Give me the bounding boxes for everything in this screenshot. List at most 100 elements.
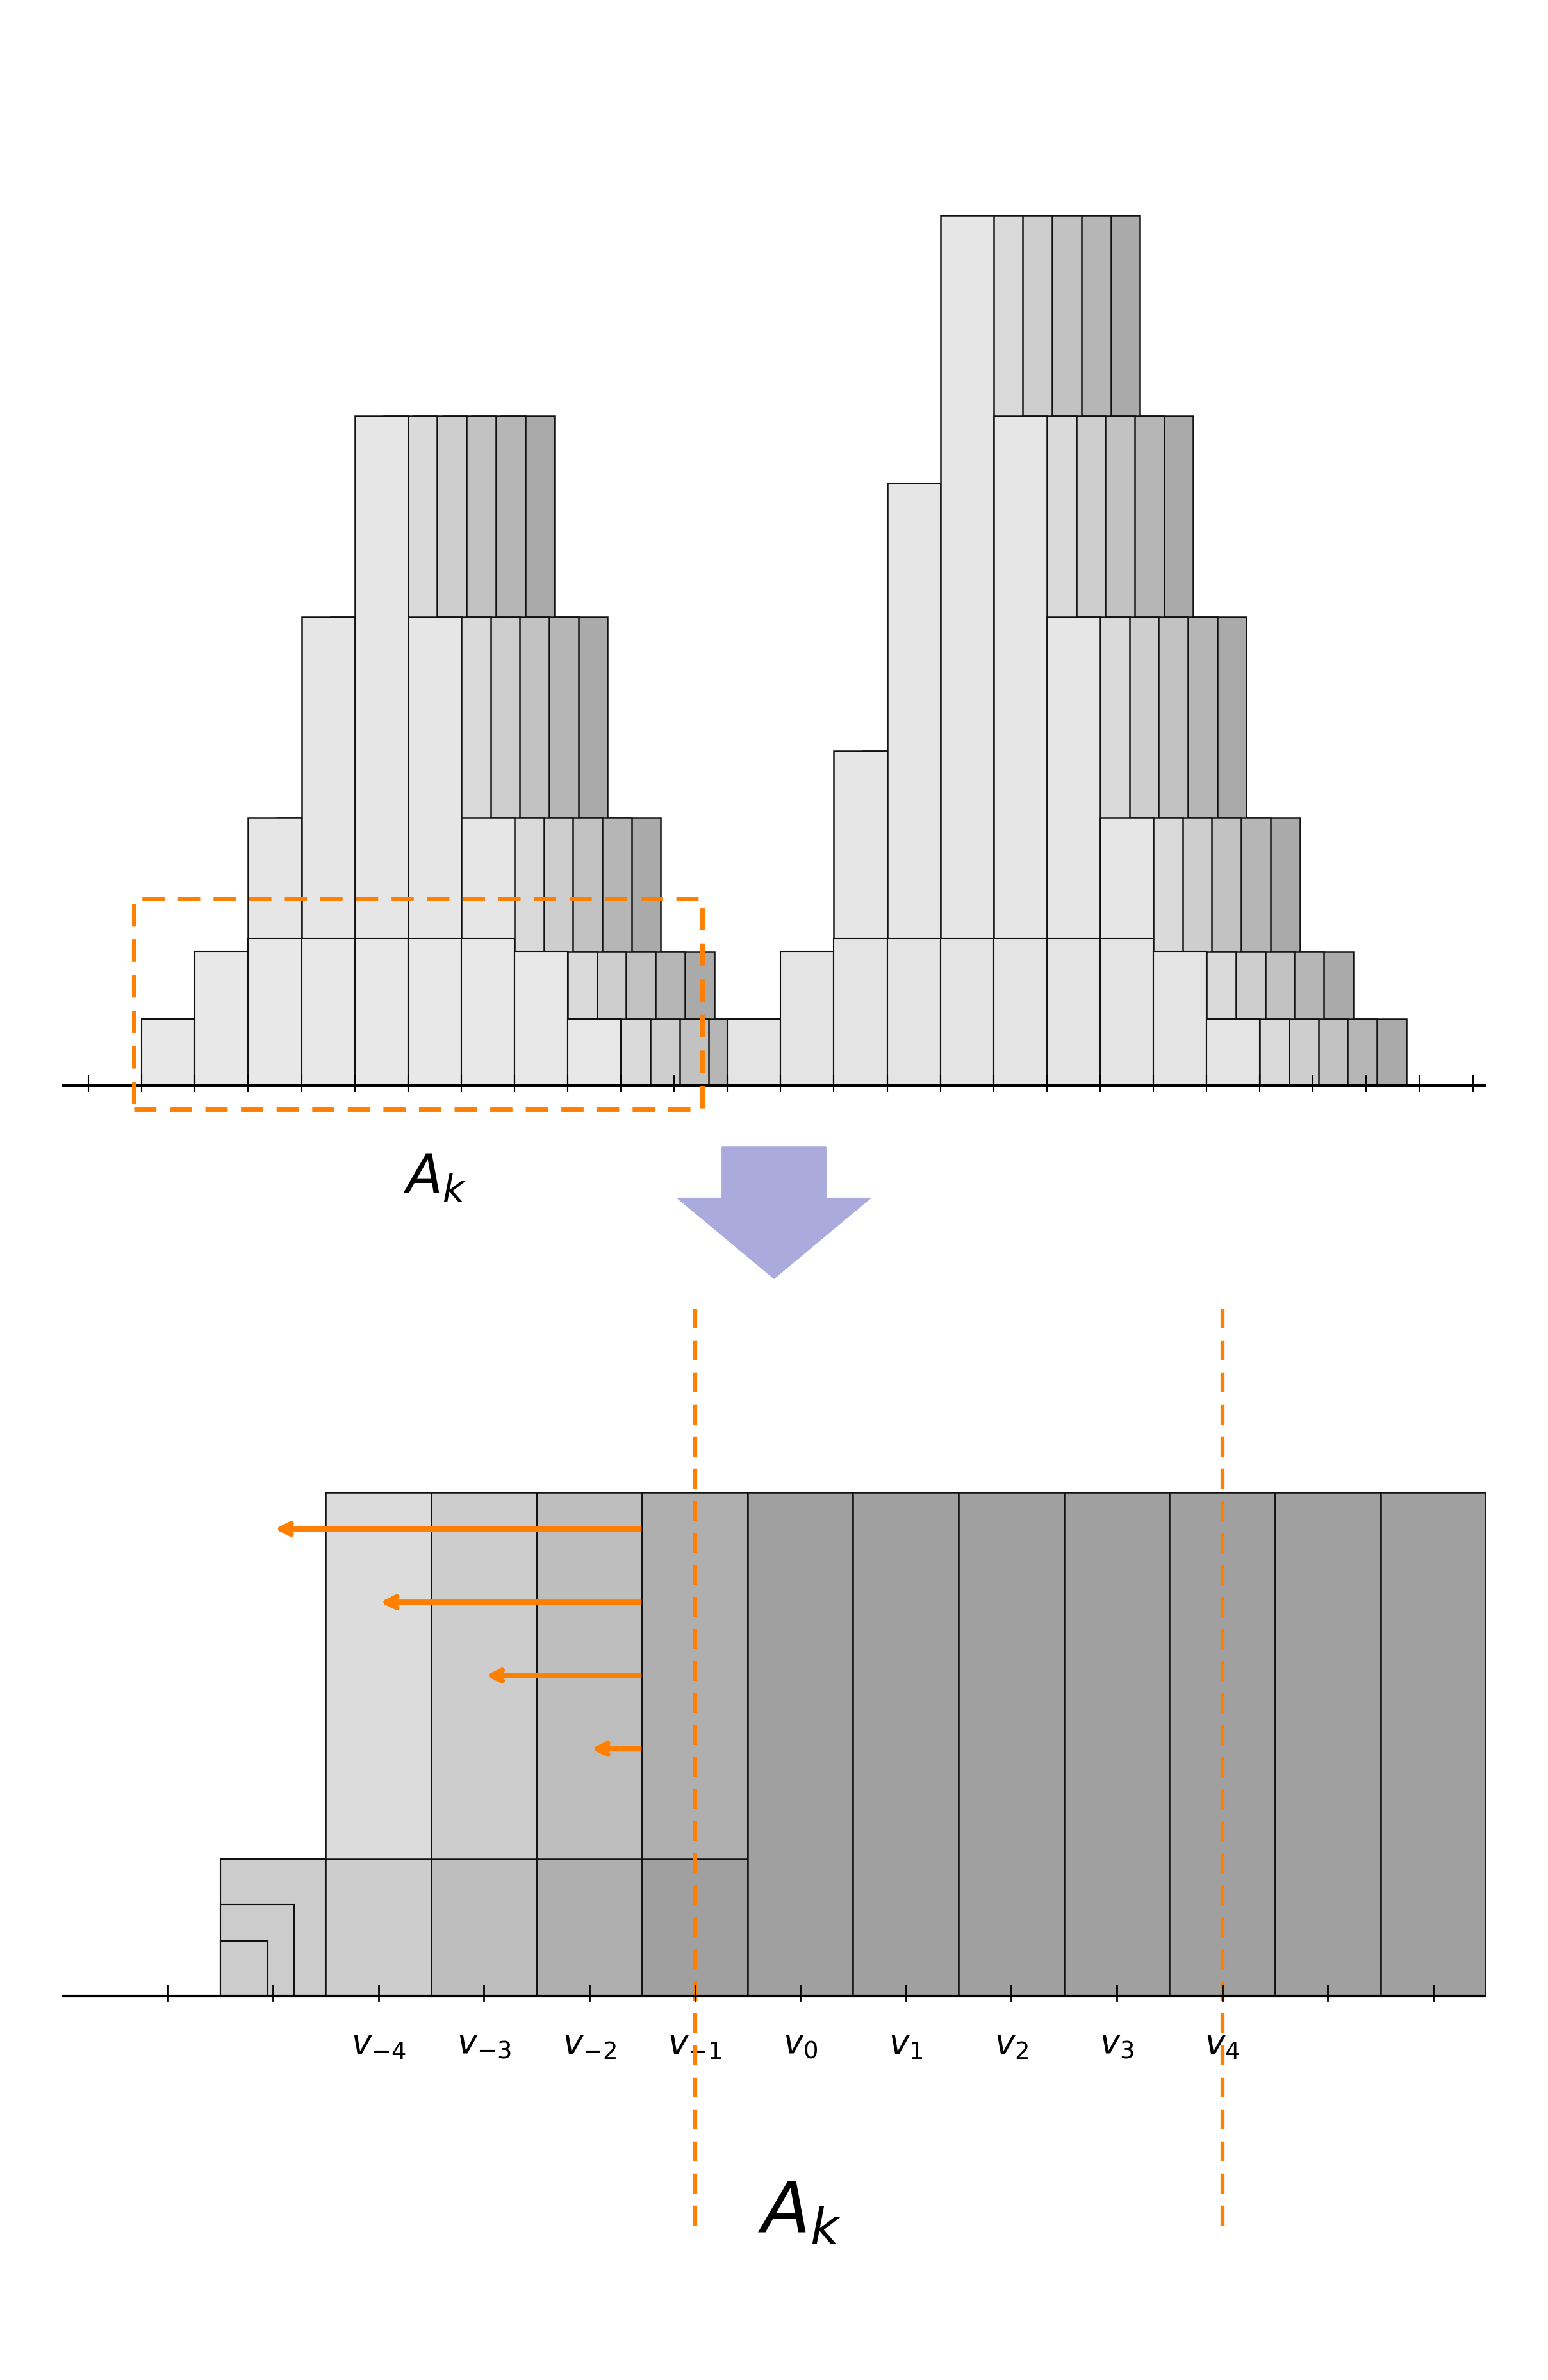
Bar (1271, 952, 1324, 1085)
Bar (1153, 952, 1206, 1085)
Bar (1057, 214, 1111, 1085)
Bar (520, 819, 573, 1085)
Bar (220, 1942, 268, 1997)
Bar (1158, 819, 1212, 1085)
Bar (1265, 1019, 1319, 1085)
Bar (514, 952, 568, 1085)
Bar (958, 1492, 1063, 1997)
Bar (525, 616, 579, 1085)
Bar (834, 752, 887, 1085)
Bar (1063, 1492, 1170, 1997)
Bar (461, 819, 514, 1085)
Bar (1381, 1859, 1486, 1997)
Bar (632, 952, 684, 1085)
Bar (224, 952, 277, 1085)
Bar (1206, 1019, 1260, 1085)
Bar (893, 752, 946, 1085)
Bar (1276, 1492, 1381, 1997)
Bar (1276, 1859, 1381, 1997)
Bar (921, 752, 975, 1085)
Bar (853, 1492, 958, 1997)
Bar (502, 416, 554, 1085)
Bar (331, 616, 384, 1085)
Bar (1082, 416, 1135, 1085)
FancyArrow shape (678, 1147, 870, 1278)
Bar (254, 952, 307, 1085)
Bar (1063, 1492, 1170, 1997)
Bar (1087, 214, 1139, 1085)
Bar (1164, 616, 1217, 1085)
Bar (780, 952, 834, 1085)
Bar (1187, 819, 1241, 1085)
Bar (1183, 952, 1235, 1085)
Bar (1076, 616, 1130, 1085)
Bar (390, 616, 443, 1085)
Bar (1139, 416, 1194, 1085)
Bar (642, 1859, 748, 1997)
Bar (1206, 1019, 1260, 1085)
Bar (1324, 1019, 1376, 1085)
Bar (437, 616, 491, 1085)
Bar (714, 1019, 768, 1085)
Bar (342, 952, 395, 1085)
Bar (780, 952, 834, 1085)
Bar (994, 416, 1046, 1085)
Bar (537, 1859, 642, 1997)
Bar (514, 952, 568, 1085)
Text: $v_{-3}$: $v_{-3}$ (457, 2028, 511, 2061)
Bar (1294, 1019, 1348, 1085)
Bar (642, 1492, 748, 1997)
Bar (495, 616, 550, 1085)
Bar (958, 1492, 1063, 1997)
Bar (537, 1492, 642, 1997)
Bar (537, 1492, 642, 1997)
Bar (133, 897, 703, 1109)
Bar (579, 819, 632, 1085)
Bar (958, 1492, 1063, 1997)
Text: $A_k$: $A_k$ (759, 2180, 842, 2249)
Bar (313, 952, 365, 1085)
Bar (573, 952, 627, 1085)
Bar (980, 752, 1034, 1085)
Bar (1063, 1492, 1170, 1997)
Bar (361, 616, 413, 1085)
Bar (200, 1019, 254, 1085)
Text: $A_k$: $A_k$ (402, 1152, 466, 1204)
Text: $v_{2}$: $v_{2}$ (994, 2028, 1028, 2061)
Bar (1034, 483, 1087, 1085)
Bar (816, 1019, 868, 1085)
Bar (810, 952, 864, 1085)
Bar (853, 1492, 958, 1997)
Bar (916, 483, 969, 1085)
Bar (1105, 616, 1158, 1085)
Bar (447, 616, 502, 1085)
Bar (1235, 1019, 1289, 1085)
Text: $v_{-1}$: $v_{-1}$ (667, 2028, 721, 2061)
Bar (1023, 416, 1076, 1085)
Text: $v_{3}$: $v_{3}$ (1099, 2028, 1135, 2061)
Bar (642, 1492, 748, 1997)
Bar (748, 1492, 853, 1997)
Bar (1170, 1492, 1276, 1997)
Bar (598, 1019, 650, 1085)
Bar (142, 1019, 195, 1085)
Bar (1130, 819, 1183, 1085)
Bar (853, 1492, 958, 1997)
Bar (853, 1492, 958, 1997)
Text: $v_{-4}$: $v_{-4}$ (351, 2028, 406, 2061)
Bar (1170, 1859, 1276, 1997)
Bar (1101, 819, 1153, 1085)
Bar (748, 1492, 853, 1997)
Bar (1005, 483, 1057, 1085)
Bar (757, 1019, 810, 1085)
Bar (940, 938, 994, 1085)
Bar (277, 819, 331, 1085)
Bar (958, 1492, 1063, 1997)
Bar (1053, 416, 1105, 1085)
Bar (550, 819, 602, 1085)
Bar (443, 416, 495, 1085)
Bar (354, 416, 409, 1085)
Bar (1381, 1492, 1486, 1997)
Bar (461, 938, 514, 1085)
Bar (302, 938, 354, 1085)
